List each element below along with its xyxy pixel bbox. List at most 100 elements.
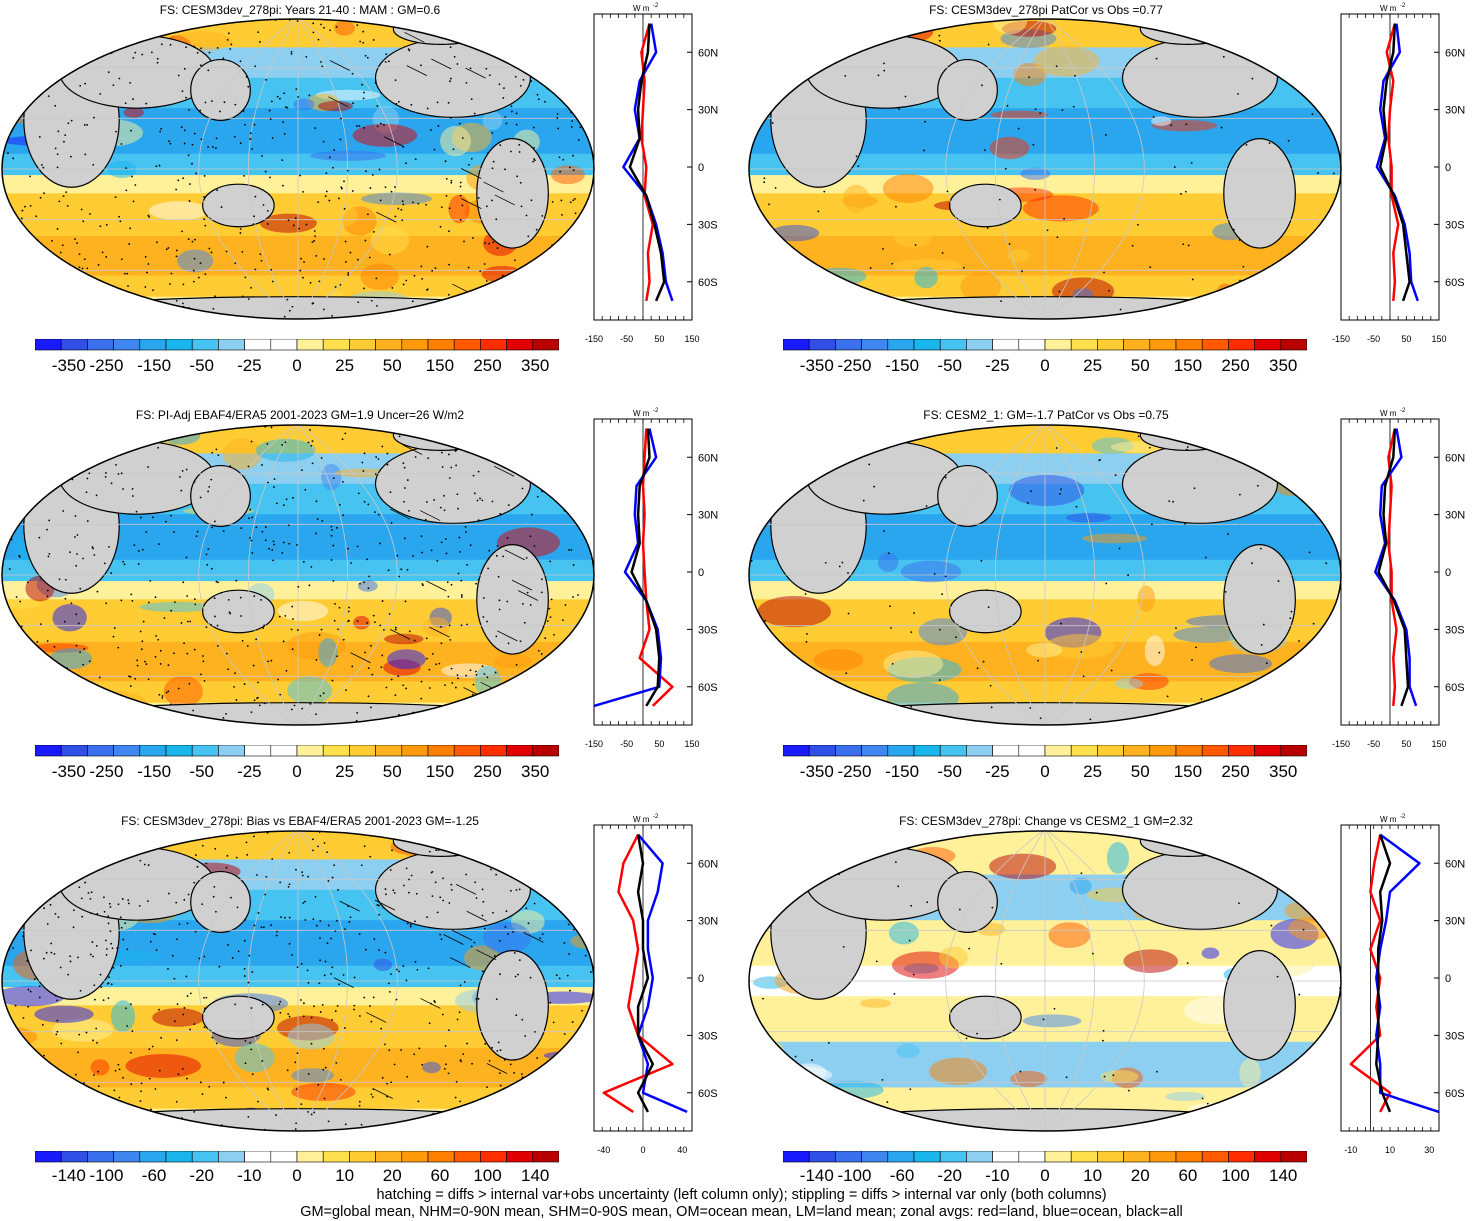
stipple-dot: [569, 989, 571, 992]
stipple-dot: [19, 1119, 22, 1122]
stipple-dot: [170, 609, 173, 612]
stipple-dot: [149, 580, 152, 582]
stipple-dot: [76, 50, 78, 52]
stipple-dot: [332, 544, 335, 547]
stipple-dot: [264, 170, 267, 173]
land-mass: [202, 183, 275, 228]
stipple-dot: [58, 578, 61, 581]
stipple-dot: [283, 315, 286, 318]
colorbar-swatch: [835, 1151, 862, 1163]
stipple-dot: [338, 197, 340, 200]
stipple-dot: [408, 509, 410, 512]
stipple-dot: [488, 74, 491, 77]
stipple-dot: [36, 76, 39, 79]
stipple-dot: [189, 620, 192, 623]
stipple-dot: [980, 559, 983, 562]
stipple-dot: [95, 38, 98, 40]
stipple-dot: [411, 201, 414, 204]
stipple-dot: [422, 19, 425, 22]
stipple-dot: [364, 651, 366, 654]
stipple-dot: [285, 498, 288, 501]
stipple-dot: [509, 1132, 511, 1133]
stipple-dot: [388, 253, 391, 256]
stipple-dot: [140, 648, 143, 651]
stipple-dot: [474, 670, 477, 673]
stipple-dot: [175, 255, 178, 258]
colorbar-tick-label: 0: [292, 762, 302, 781]
stipple-dot: [47, 855, 50, 858]
land-mass: [374, 849, 532, 930]
stipple-dot: [39, 623, 42, 626]
stipple-dot: [175, 188, 178, 191]
stipple-dot: [15, 664, 18, 667]
colorbar-tick-label: -350: [799, 356, 834, 375]
stipple-dot: [124, 922, 127, 925]
stipple-dot: [883, 69, 886, 72]
stipple-dot: [174, 723, 177, 725]
stipple-dot: [426, 657, 428, 660]
field-blob: [749, 33, 781, 57]
stipple-dot: [323, 26, 325, 29]
stipple-dot: [43, 907, 45, 910]
stipple-dot: [31, 853, 34, 855]
stipple-dot: [214, 847, 217, 850]
stipple-dot: [124, 102, 127, 105]
stipple-dot: [450, 179, 453, 182]
colorbar-tick-label: 10: [1083, 1166, 1103, 1185]
stipple-dot: [337, 889, 339, 891]
stipple-dot: [122, 1076, 124, 1079]
hatch-line: [465, 67, 486, 79]
stipple-dot: [9, 848, 11, 851]
stipple-dot: [291, 954, 293, 956]
colorbar-tick-label: 0: [1040, 762, 1050, 781]
colorbar-swatch: [835, 339, 862, 351]
stipple-dot: [476, 1132, 478, 1133]
stipple-dot: [243, 967, 246, 970]
stipple-dot: [15, 476, 18, 479]
stipple-dot: [183, 1007, 186, 1009]
stipple-dot: [335, 25, 338, 28]
stipple-dot: [322, 692, 325, 695]
stipple-dot: [357, 301, 360, 304]
stipple-dot: [161, 697, 164, 699]
stipple-dot: [363, 127, 365, 129]
stipple-dot: [193, 257, 196, 260]
stipple-dot: [27, 988, 30, 991]
stipple-dot: [20, 895, 22, 898]
colorbar-swatch: [506, 745, 534, 757]
stipple-dot: [1156, 1070, 1158, 1073]
stipple-dot: [1000, 300, 1003, 303]
stipple-dot: [141, 53, 144, 56]
stipple-dot: [1168, 500, 1171, 503]
stipple-dot: [83, 124, 86, 126]
stipple-dot: [447, 1072, 450, 1075]
stipple-dot: [282, 504, 285, 507]
land-mass: [1139, 19, 1237, 45]
stipple-dot: [869, 447, 872, 450]
stipple-dot: [261, 155, 263, 157]
stipple-dot: [448, 230, 450, 233]
stipple-dot: [19, 295, 21, 298]
stipple-dot: [315, 658, 318, 661]
stipple-dot: [1238, 902, 1240, 905]
colorbar-tick-label: -140: [799, 1166, 834, 1185]
stipple-dot: [125, 189, 128, 192]
stipple-dot: [259, 253, 262, 256]
stipple-dot: [340, 186, 343, 189]
stipple-dot: [287, 885, 290, 888]
stipple-dot: [302, 190, 304, 193]
stipple-dot: [79, 587, 82, 590]
stipple-dot: [120, 472, 123, 475]
stipple-dot: [308, 584, 311, 587]
stipple-dot: [1224, 590, 1227, 593]
stipple-dot: [105, 602, 108, 605]
stipple-dot: [944, 476, 947, 479]
stipple-dot: [566, 39, 569, 42]
stipple-dot: [207, 69, 210, 72]
stipple-dot: [63, 620, 66, 623]
stipple-dot: [131, 495, 134, 497]
stipple-dot: [215, 1042, 218, 1045]
stipple-dot: [7, 645, 10, 648]
stipple-dot: [76, 242, 79, 244]
stipple-dot: [315, 500, 318, 503]
